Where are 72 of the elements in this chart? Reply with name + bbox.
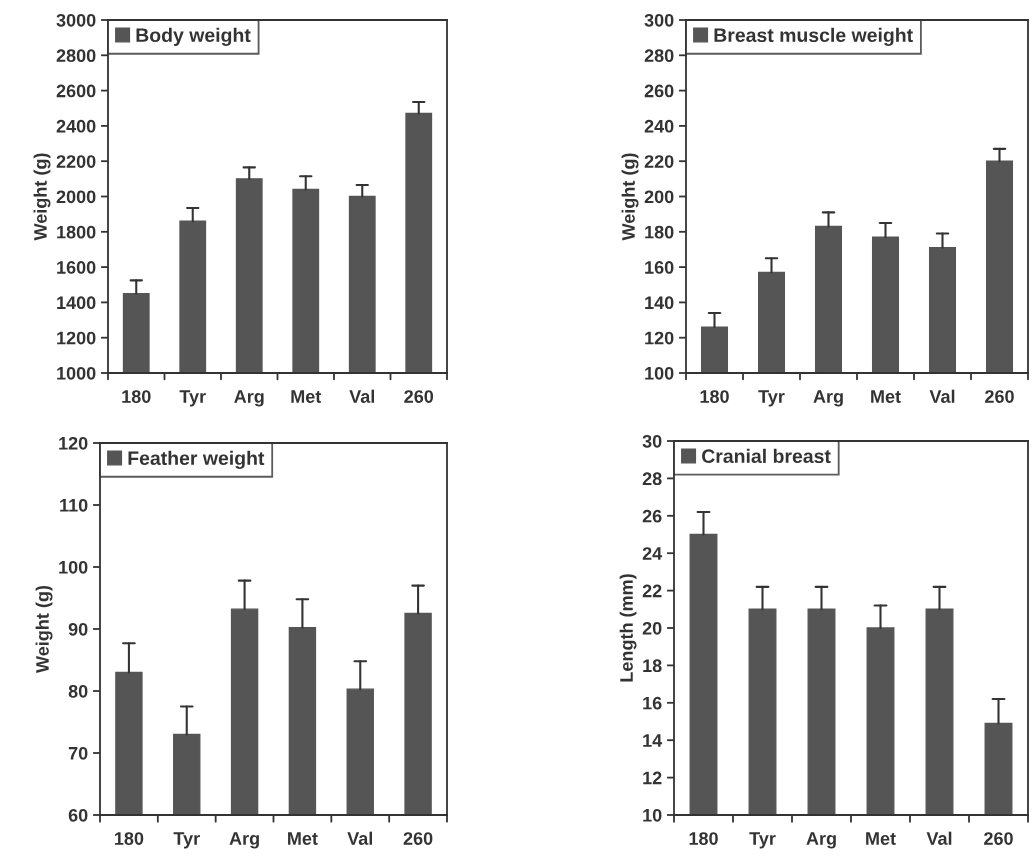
y-tick-label: 100 [59,560,88,574]
x-tick-label: Arg [229,832,259,849]
x-tick-label: Met [866,832,896,845]
y-tick-label: 18 [643,659,662,673]
x-tick-label: Met [871,390,901,403]
y-tick-label: 20 [642,621,662,635]
y-tick-label: 200 [644,190,674,204]
x-tick-label: Arg [813,390,843,407]
x-tick-label: 180 [700,390,729,403]
y-tick-label: 10 [643,808,662,822]
y-tick-label: 12 [643,771,662,785]
x-tick-label: 180 [689,832,718,845]
x-tick-label: Tyr [749,832,776,849]
y-tick-label: 220 [644,155,674,168]
x-tick-label: Tyr [173,832,200,849]
x-tick-label: Val [929,389,955,403]
x-tick-label: Met [291,390,322,403]
y-tick-label: 120 [59,436,88,450]
y-tick-label: 100 [645,366,674,380]
x-tick-label: Val [349,389,375,403]
legend-label: Breast muscle weight [714,27,913,46]
y-tick-label: 26 [642,509,662,523]
x-tick-label: Val [347,831,373,845]
y-tick-label: 1000 [57,366,96,380]
x-tick-label: Tyr [179,390,206,407]
y-tick-label: 1200 [57,331,96,345]
y-axis-title: Weight (g) [621,153,639,241]
x-tick-label: Met [288,832,318,845]
y-tick-label: 30 [642,434,662,448]
x-tick-label: Arg [234,390,264,407]
y-tick-label: 260 [644,84,674,98]
y-tick-label: 2200 [56,155,96,168]
x-tick-label: 260 [985,390,1014,403]
y-tick-label: 160 [645,261,674,274]
y-tick-label: 2400 [56,119,96,133]
legend-label: Body weight [136,27,251,46]
y-tick-label: 22 [642,584,662,598]
y-tick-label: 1600 [57,261,96,274]
y-tick-label: 24 [642,547,663,560]
y-tick-label: 180 [645,225,674,239]
x-tick-label: 180 [114,832,144,845]
y-tick-label: 80 [68,684,88,698]
y-tick-label: 3000 [56,13,96,27]
x-tick-label: 260 [404,390,434,403]
y-tick-label: 2800 [56,49,96,63]
y-tick-label: 110 [60,498,88,512]
x-tick-label: 180 [122,390,151,403]
y-tick-label: 140 [645,296,674,310]
legend-label: Feather weight [128,450,265,469]
y-tick-label: 28 [642,472,662,486]
y-tick-label: 1800 [57,225,96,239]
y-tick-label: 90 [68,622,88,636]
x-tick-label: Arg [806,832,836,849]
y-tick-label: 14 [643,734,663,747]
y-tick-label: 1400 [57,296,96,310]
y-axis-title: Weight (g) [35,585,53,673]
y-tick-label: 2600 [56,84,96,98]
y-tick-label: 300 [644,13,674,27]
y-tick-label: 280 [644,49,674,63]
y-tick-label: 240 [644,119,674,133]
y-axis-title: Weight (g) [33,153,51,241]
y-tick-label: 2000 [56,190,96,204]
y-tick-label: 70 [68,746,88,760]
y-tick-label: 16 [643,696,662,710]
y-tick-label: 60 [68,808,88,822]
legend-label: Cranial breast [702,448,831,464]
x-tick-label: Val [926,831,952,845]
x-tick-label: Tyr [758,390,785,407]
y-tick-label: 120 [645,331,674,345]
y-axis-title: Length (mm) [619,574,637,682]
x-tick-label: 260 [984,832,1013,845]
x-tick-label: 260 [403,832,433,845]
